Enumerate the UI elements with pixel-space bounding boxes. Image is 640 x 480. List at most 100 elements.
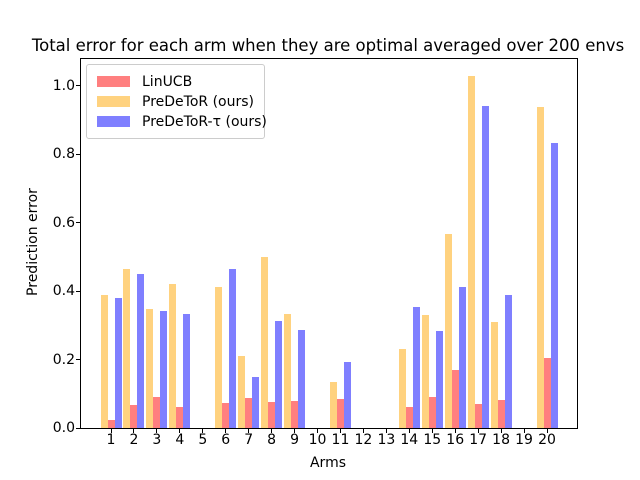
- x-tick-mark: [110, 429, 112, 433]
- bar-predetor-ours-arm-6: [229, 268, 237, 428]
- bar-linucb-arm-14: [405, 407, 413, 428]
- y-tick-label: 1.0: [52, 77, 75, 94]
- bar-linucb-arm-1: [107, 419, 115, 428]
- x-tick-mark: [339, 429, 341, 433]
- y-tick-mark: [76, 359, 80, 361]
- bar-predetor-ours-arm-3: [146, 308, 154, 428]
- bar-predetor-ours-arm-7: [252, 377, 260, 428]
- bar-predetor-ours-arm-6: [215, 287, 223, 428]
- bar-linucb-arm-2: [130, 404, 138, 428]
- bar-linucb-arm-7: [245, 397, 253, 428]
- x-tick-mark: [546, 429, 548, 433]
- x-tick-mark: [294, 429, 296, 433]
- bar-predetor-ours-arm-3: [160, 310, 168, 428]
- y-tick-mark: [76, 85, 80, 87]
- bar-predetor-ours-arm-8: [275, 320, 283, 428]
- plot-area: 0.0 0.2 0.4 0.6 0.8 1.0 1 2 3 4 5 6 7 8 9 10 11 12 13 14 15 1…: [53, 58, 578, 447]
- x-tick-mark: [271, 429, 273, 433]
- x-tick-label-arm-17: 17: [469, 432, 488, 448]
- legend-label: PreDeToR (ours): [142, 93, 254, 110]
- y-tick-mark: [76, 290, 80, 292]
- bar-predetor-ours-arm-15: [435, 331, 443, 428]
- bar-linucb-arm-3: [153, 397, 161, 428]
- legend: LinUCB PreDeToR (ours) PreDeToR-τ (ours): [86, 64, 267, 139]
- bar-predetor-ours-arm-2: [137, 273, 145, 428]
- bar-predetor-ours-arm-1: [114, 297, 122, 428]
- bar-predetor-ours-arm-18: [504, 294, 512, 428]
- bar-linucb-arm-17: [474, 404, 482, 428]
- y-tick-label: 0.0: [52, 420, 75, 436]
- legend-swatch-icon: [97, 116, 130, 127]
- legend-label: LinUCB: [142, 73, 193, 90]
- y-tick-label: 0.6: [52, 214, 75, 231]
- bar-predetor-ours-arm-11: [329, 382, 337, 428]
- x-tick-mark: [362, 429, 364, 433]
- bar-linucb-arm-8: [268, 401, 276, 428]
- x-tick-mark: [523, 429, 525, 433]
- y-tick-mark: [76, 427, 80, 429]
- x-tick-mark: [202, 429, 204, 433]
- x-tick-mark: [179, 429, 181, 433]
- x-tick-label-arm-7: 7: [244, 432, 254, 448]
- x-tick-mark: [225, 429, 227, 433]
- x-tick-label-arm-13: 13: [377, 432, 396, 448]
- x-tick-label-arm-1: 1: [106, 432, 116, 448]
- y-tick-mark: [76, 222, 80, 224]
- x-tick-mark: [431, 429, 433, 433]
- legend-item: PreDeToR-τ (ours): [97, 112, 267, 131]
- x-tick-label-arm-15: 15: [423, 432, 442, 448]
- x-tick-label-arm-9: 9: [290, 432, 300, 448]
- x-tick-mark: [156, 429, 158, 433]
- bar-predetor-ours-arm-16: [444, 233, 452, 428]
- bar-predetor-ours-arm-17: [467, 76, 475, 428]
- x-tick-mark: [317, 429, 319, 433]
- bar-predetor-ours-arm-1: [100, 294, 108, 428]
- x-tick-label-arm-20: 20: [538, 432, 556, 448]
- x-tick-mark: [454, 429, 456, 433]
- bar-predetor-ours-arm-4: [169, 283, 177, 428]
- bar-predetor-ours-arm-15: [421, 315, 429, 428]
- bar-predetor-ours-arm-20: [536, 106, 544, 428]
- bar-linucb-arm-11: [336, 398, 344, 428]
- bar-predetor-ours-arm-17: [481, 106, 489, 428]
- bar-predetor-ours-arm-8: [261, 257, 269, 428]
- bar-linucb-arm-18: [497, 400, 505, 428]
- bar-linucb-arm-16: [451, 369, 459, 428]
- y-tick-label: 0.8: [52, 146, 75, 163]
- x-tick-mark: [408, 429, 410, 433]
- x-tick-label-arm-8: 8: [267, 432, 277, 448]
- x-tick-mark: [248, 429, 250, 433]
- legend-swatch-icon: [97, 96, 130, 107]
- y-tick-label: 0.2: [52, 351, 75, 368]
- bar-linucb-arm-4: [176, 406, 184, 428]
- bar-linucb-arm-6: [222, 402, 230, 428]
- legend-item: PreDeToR (ours): [97, 92, 264, 111]
- bar-predetor-ours-arm-9: [284, 314, 292, 428]
- y-tick-mark: [76, 153, 80, 155]
- x-tick-label-arm-11: 11: [331, 432, 350, 448]
- x-tick-label-arm-6: 6: [221, 432, 231, 448]
- x-tick-label-arm-14: 14: [400, 432, 419, 448]
- bar-predetor-ours-arm-14: [412, 307, 420, 428]
- x-tick-mark: [500, 429, 502, 433]
- x-tick-mark: [477, 429, 479, 433]
- y-tick-label: 0.4: [52, 283, 75, 300]
- x-tick-label-arm-19: 19: [515, 432, 533, 448]
- x-tick-label-arm-4: 4: [175, 432, 185, 448]
- bar-linucb-arm-15: [428, 396, 436, 428]
- bar-predetor-ours-arm-9: [298, 330, 306, 428]
- chart-title: Total error for each arm when they are o…: [31, 36, 625, 55]
- bar-predetor-ours-arm-2: [123, 269, 131, 428]
- x-tick-label-arm-18: 18: [492, 432, 511, 448]
- bar-predetor-ours-arm-11: [343, 361, 351, 428]
- legend-label: PreDeToR-τ (ours): [142, 113, 267, 130]
- legend-swatch-icon: [97, 76, 130, 87]
- y-axis-label: Prediction error: [25, 188, 41, 296]
- x-tick-label-arm-5: 5: [198, 432, 208, 448]
- bar-linucb-arm-9: [291, 400, 299, 428]
- x-tick-mark: [385, 429, 387, 433]
- x-tick-label-arm-12: 12: [354, 432, 373, 448]
- legend-item: LinUCB: [97, 72, 264, 91]
- x-tick-label-arm-3: 3: [152, 432, 162, 448]
